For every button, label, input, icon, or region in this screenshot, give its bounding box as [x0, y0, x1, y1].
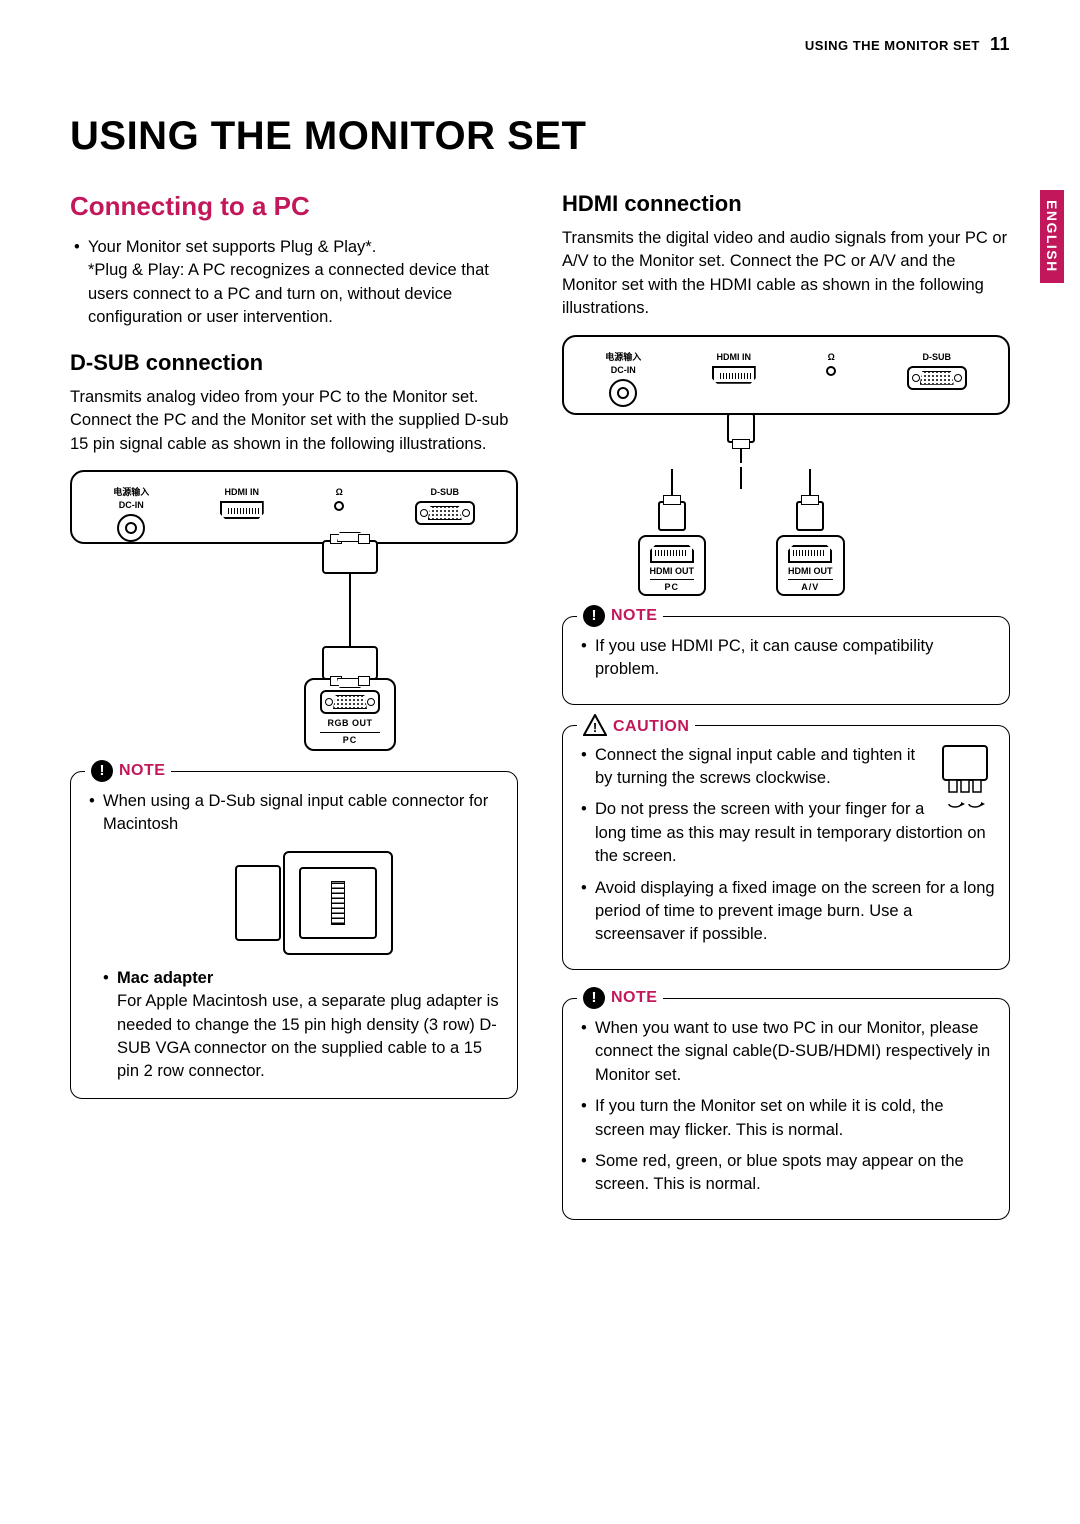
note-rgb-spots: Some red, green, or blue spots may appea…: [577, 1150, 995, 1197]
caution-burn: Avoid displaying a fixed image on the sc…: [577, 877, 995, 947]
note-cold-flicker: If you turn the Monitor set on while it …: [577, 1095, 995, 1142]
mac-adapter-body: For Apple Macintosh use, a separate plug…: [117, 992, 499, 1080]
note-two-pc: When you want to use two PC in our Monit…: [577, 1017, 995, 1087]
dsub-paragraph: Transmits analog video from your PC to t…: [70, 386, 518, 456]
note-hdmi-compat-text: If you use HDMI PC, it can cause compati…: [577, 635, 995, 682]
caution-press: Do not press the screen with your finger…: [577, 798, 995, 868]
subsection-hdmi: HDMI connection: [562, 191, 1010, 217]
plug-and-play-note: Your Monitor set supports Plug & Play*. …: [70, 236, 518, 330]
port-dsub: D-SUB: [415, 488, 475, 525]
note-general: ! NOTE When you want to use two PC in ou…: [562, 998, 1010, 1220]
dsub-cable-stack: RGB OUT PC: [290, 540, 410, 751]
caution-tighten: Connect the signal input cable and tight…: [577, 744, 995, 791]
page-title: USING THE MONITOR SET: [70, 114, 1010, 159]
vga-plug-bottom-icon: [322, 646, 378, 680]
left-column: Connecting to a PC Your Monitor set supp…: [70, 191, 518, 1220]
note-icon: !: [91, 760, 113, 782]
subsection-dsub: D-SUB connection: [70, 350, 518, 376]
note-icon: !: [583, 987, 605, 1009]
running-header: USING THE MONITOR SET 11: [805, 34, 1010, 55]
port-dcin: 电源输入 DC-IN: [113, 488, 149, 542]
hdmi-cable-split: HDMI OUT PC HDMI OUT A/V: [472, 469, 1010, 596]
note-mac-intro: When using a D-Sub signal input cable co…: [85, 790, 503, 837]
pc-output-box: RGB OUT PC: [304, 678, 396, 751]
pc-hdmi-out-box: HDMI OUT PC: [638, 535, 707, 596]
dsub-diagram: 电源输入 DC-IN HDMI IN Ω D-SUB: [70, 470, 518, 544]
note-dsub-mac: ! NOTE When using a D-Sub signal input c…: [70, 771, 518, 1099]
mac-adapter-heading: Mac adapter: [117, 969, 213, 987]
hdmi-plug-av-icon: [796, 501, 824, 531]
vga-plug-top-icon: [322, 540, 378, 574]
hdmi-plug-pc-icon: [658, 501, 686, 531]
mac-adapter-diagram: [125, 851, 503, 955]
port-hdmi: HDMI IN: [220, 488, 264, 519]
port-audio: Ω: [334, 488, 344, 511]
caution-box: ! CAUTION Connect the signal input cable: [562, 725, 1010, 970]
right-column: HDMI connection Transmits the digital vi…: [562, 191, 1010, 1220]
hdmi-diagram: 电源输入DC-IN HDMI IN Ω D-SUB: [562, 335, 1010, 415]
note-label: NOTE: [119, 763, 165, 779]
mac-plug-icon: [235, 865, 281, 941]
mac-adapter-body-icon: [283, 851, 393, 955]
hdmi-plug-icon: [727, 413, 755, 443]
note-icon: !: [583, 605, 605, 627]
note-hdmi-compat: ! NOTE If you use HDMI PC, it can cause …: [562, 616, 1010, 705]
audio-jack-icon: [334, 501, 344, 511]
dsub-port-icon: [415, 501, 475, 525]
language-tab: ENGLISH: [1040, 190, 1064, 283]
section-connecting: Connecting to a PC: [70, 191, 518, 222]
running-title: USING THE MONITOR SET: [805, 38, 980, 53]
hdmi-port-icon: [220, 501, 264, 519]
caution-icon: !: [583, 714, 607, 740]
hdmi-paragraph: Transmits the digital video and audio si…: [562, 227, 1010, 321]
av-hdmi-out-box: HDMI OUT A/V: [776, 535, 845, 596]
svg-text:!: !: [593, 720, 597, 735]
dc-jack-icon: [117, 514, 145, 542]
page-number: 11: [990, 34, 1010, 54]
